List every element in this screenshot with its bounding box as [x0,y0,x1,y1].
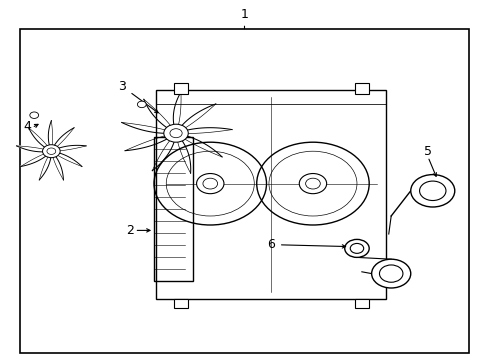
Polygon shape [51,145,86,151]
Circle shape [30,112,39,118]
Polygon shape [51,128,74,151]
Text: 4: 4 [23,120,31,132]
Bar [354,299,368,308]
Bar [354,83,368,94]
Circle shape [203,178,217,189]
Circle shape [47,148,56,154]
Polygon shape [125,133,176,151]
Polygon shape [176,133,222,157]
Circle shape [299,174,326,194]
Circle shape [371,259,410,288]
Bar [173,299,188,308]
Circle shape [137,101,146,108]
Circle shape [163,124,188,142]
Bar [154,137,193,281]
Polygon shape [51,151,63,180]
Polygon shape [20,151,51,166]
Text: 6: 6 [267,238,275,251]
Polygon shape [176,104,215,133]
Circle shape [305,178,320,189]
Circle shape [42,145,60,158]
Circle shape [344,239,368,257]
Polygon shape [51,151,82,167]
Bar [156,90,386,299]
Polygon shape [176,128,232,134]
Text: 3: 3 [118,80,126,93]
Circle shape [419,181,445,201]
Polygon shape [39,151,51,180]
Polygon shape [143,99,176,133]
Text: 1: 1 [240,8,248,21]
Circle shape [349,243,363,253]
Polygon shape [176,133,190,173]
Polygon shape [29,128,51,151]
Text: 2: 2 [125,224,133,237]
Circle shape [410,175,454,207]
Circle shape [196,174,224,194]
Text: 5: 5 [423,145,431,158]
Circle shape [169,129,182,138]
Bar [173,83,188,94]
Polygon shape [48,121,53,151]
Circle shape [379,265,402,282]
Polygon shape [152,133,176,171]
Polygon shape [17,146,51,152]
Polygon shape [173,92,181,133]
Polygon shape [122,122,176,134]
